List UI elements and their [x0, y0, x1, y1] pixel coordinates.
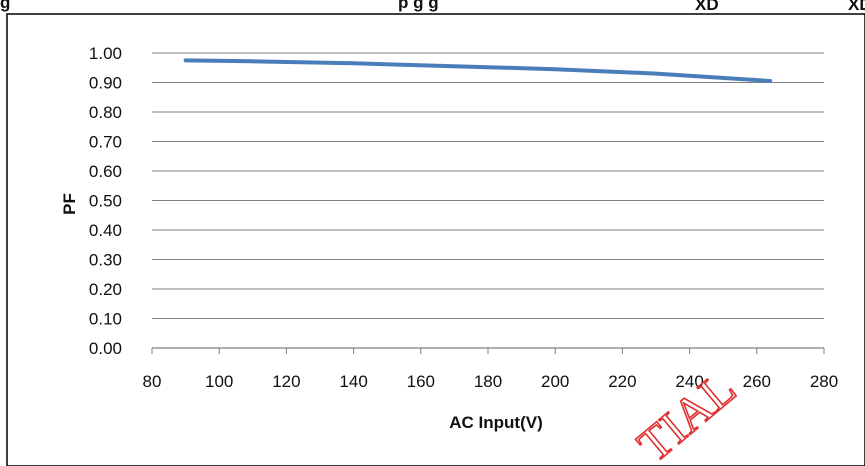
- y-tick-label: 0.20: [89, 280, 122, 299]
- y-tick-label: 0.00: [89, 339, 122, 358]
- x-tick-label: 240: [675, 372, 703, 391]
- title-fragment-middle: p g g: [398, 0, 439, 12]
- title-fragment-sub1: XD: [695, 0, 719, 14]
- y-tick-label: 0.30: [89, 251, 122, 270]
- y-tick-label: 0.50: [89, 192, 122, 211]
- x-tick-label: 220: [608, 372, 636, 391]
- title-fragment-sub2: XD: [848, 0, 865, 14]
- y-axis-title: PF: [60, 193, 79, 215]
- x-axis-title: AC Input(V): [449, 413, 542, 432]
- x-tick-label: 160: [407, 372, 435, 391]
- grid: [152, 52, 824, 319]
- series-line: [183, 58, 773, 83]
- y-tick-label: 0.60: [89, 162, 122, 181]
- x-tick-label: 80: [143, 372, 162, 391]
- y-tick-label: 0.10: [89, 310, 122, 329]
- y-tick-labels: 0.00 0.10 0.20 0.30 0.40 0.50 0.60 0.70 0.80 0.90…: [89, 44, 122, 358]
- y-tick-label: 0.90: [89, 74, 122, 93]
- x-tick-label: 140: [339, 372, 367, 391]
- chart-frame: [6, 13, 865, 466]
- x-tick-label: 200: [541, 372, 569, 391]
- title-fragment-lead: g: [0, 0, 10, 12]
- y-tick-label: 0.70: [89, 133, 122, 152]
- x-tick-label: 120: [272, 372, 300, 391]
- y-tick-label: 1.00: [89, 44, 122, 63]
- x-tick-labels: 80 100 120 140 160 180 200 220 240 260 280: [143, 372, 839, 391]
- x-tick-label: 180: [474, 372, 502, 391]
- x-tick-label: 100: [205, 372, 233, 391]
- series: [183, 58, 773, 83]
- y-tick-label: 0.40: [89, 221, 122, 240]
- x-axis: [151, 347, 825, 354]
- x-tick-label: 260: [743, 372, 771, 391]
- y-tick-label: 0.80: [89, 103, 122, 122]
- x-tick-label: 280: [810, 372, 838, 391]
